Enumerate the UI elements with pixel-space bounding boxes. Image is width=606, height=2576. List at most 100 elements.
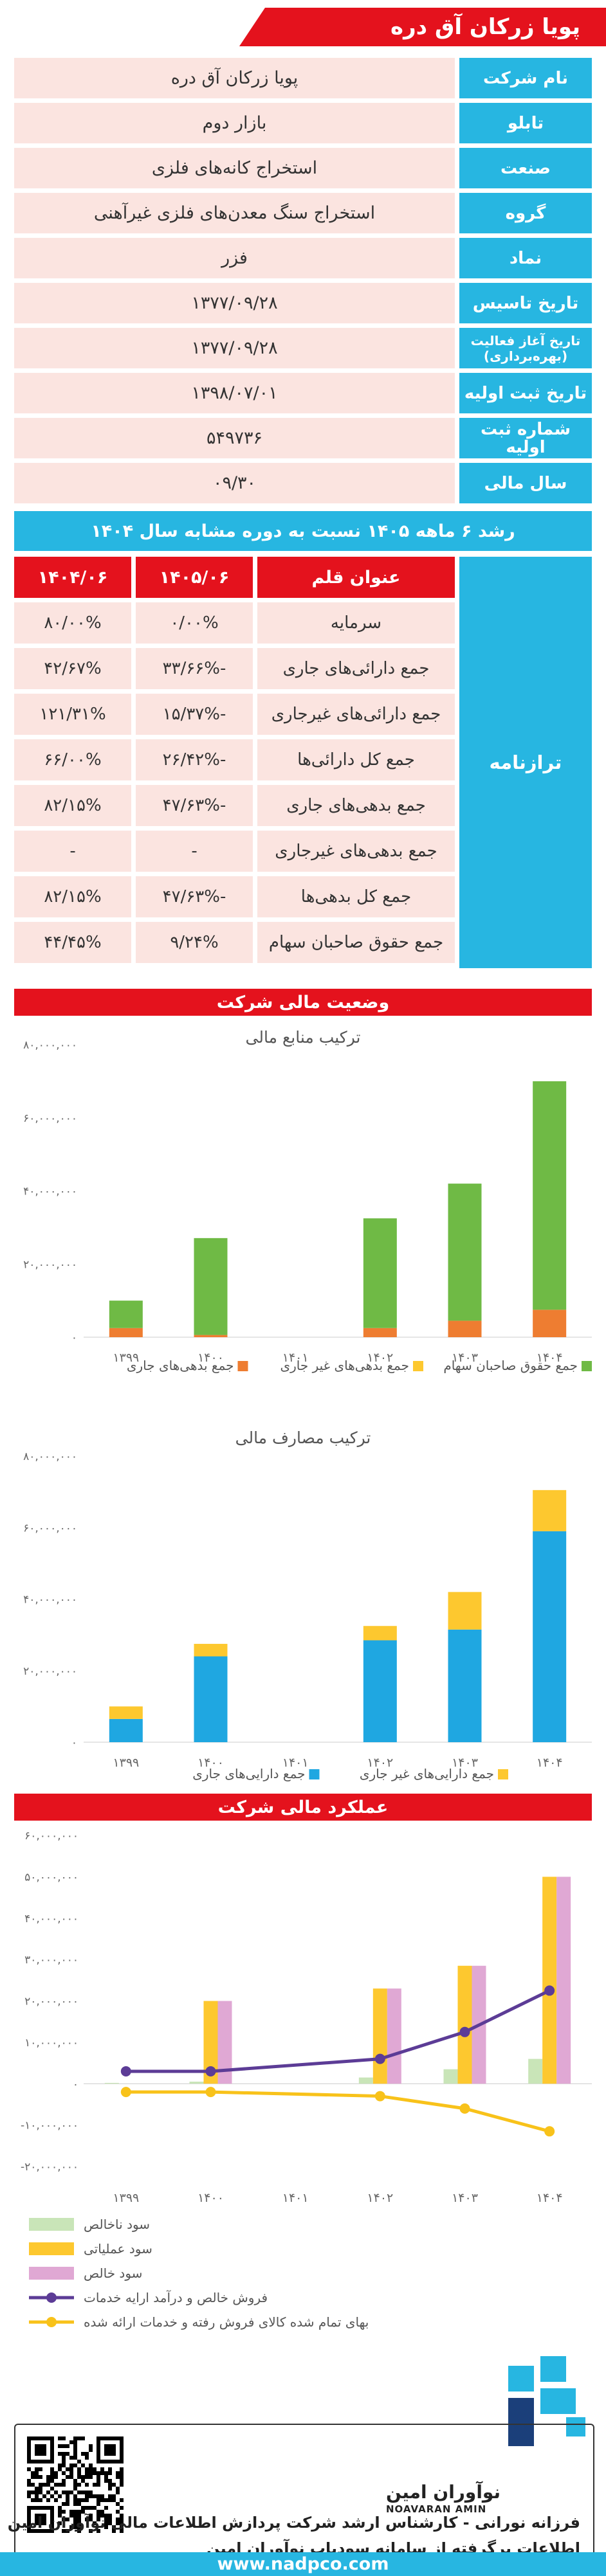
x-tick-label: ۱۴۰۲ (367, 2191, 393, 2205)
series-point (544, 2126, 555, 2137)
qr-module (50, 2475, 54, 2479)
qr-module (120, 2521, 124, 2525)
bar (189, 2082, 204, 2084)
qr-module (31, 2471, 35, 2475)
website-link[interactable]: www.nadpco.com (0, 2552, 606, 2576)
qr-module (108, 2479, 112, 2483)
qr-module (62, 2502, 66, 2506)
balance-row: جمع کل دارائی‌ها -۲۶/۴۲% ۶۶/۰۰% (14, 739, 455, 780)
x-tick-label: ۱۳۹۹ (113, 2191, 139, 2205)
qr-module (69, 2467, 73, 2471)
qr-module (39, 2483, 42, 2487)
qr-module (54, 2483, 58, 2487)
info-row: شماره ثبت اولیه ۵۴۹۷۳۶ (14, 418, 592, 458)
balance-row: جمع حقوق صاحبان سهام ۹/۲۴% ۴۴/۴۵% (14, 922, 455, 963)
qr-module (89, 2463, 93, 2467)
bar-segment (533, 1310, 567, 1337)
info-row: نام شرکت پویا زرکان آق دره (14, 58, 592, 98)
info-value: ۱۳۹۸/۰۷/۰۱ (14, 373, 455, 413)
qr-module (50, 2494, 54, 2498)
bar-segment (194, 1656, 228, 1742)
bar-segment (533, 1490, 567, 1531)
qr-module (50, 2487, 54, 2490)
balance-side-label: ترازنامه (459, 557, 592, 968)
brand-name-en: NOAVARAN AMIN (386, 2503, 487, 2515)
qr-module (81, 2510, 85, 2514)
info-row: صنعت استخراج کانه‌های فلزی (14, 148, 592, 188)
qr-module (73, 2452, 77, 2456)
bar (457, 1965, 472, 2084)
qr-module (58, 2506, 62, 2510)
qr-module (50, 2479, 54, 2483)
qr-module (85, 2467, 89, 2471)
info-value: استخراج کانه‌های فلزی (14, 148, 455, 188)
qr-module (89, 2471, 93, 2475)
qr-module (39, 2467, 42, 2471)
x-tick-label: ۱۴۰۴ (537, 1756, 563, 1770)
legend-label: سود خالص (84, 2265, 142, 2281)
bar-segment (109, 1301, 143, 1328)
qr-module (58, 2467, 62, 2471)
x-tick-label: ۱۴۰۳ (452, 1756, 478, 1770)
qr-module (93, 2467, 96, 2471)
y-tick-label: ۵۰,۰۰۰,۰۰۰ (24, 1871, 78, 1884)
qr-module (27, 2479, 31, 2483)
bar (542, 1877, 557, 2084)
bar-segment (448, 1592, 482, 1630)
qr-module (27, 2467, 31, 2471)
balance-header-row: عنوان قلم ۱۴۰۵/۰۶ ۱۴۰۴/۰۶ (14, 557, 455, 598)
qr-code-icon (27, 2436, 124, 2533)
y-tick-label: ۴۰,۰۰۰,۰۰۰ (24, 1913, 78, 1925)
bar (217, 2001, 232, 2084)
x-tick-label: ۱۴۰۰ (197, 1756, 224, 1770)
qr-module (77, 2502, 81, 2506)
qr-module (27, 2494, 31, 2498)
balance-value: - (136, 831, 253, 872)
y-tick-label: ۲۰,۰۰۰,۰۰۰ (23, 1258, 77, 1271)
qr-module (66, 2444, 69, 2448)
bar (358, 2077, 373, 2084)
bar-segment (363, 1218, 397, 1328)
qr-module (73, 2483, 77, 2487)
qr-module (120, 2529, 124, 2533)
qr-module (116, 2475, 120, 2479)
qr-module (112, 2483, 116, 2487)
legend-swatch (29, 2218, 74, 2231)
legend-swatch (582, 1361, 592, 1371)
bar-segment (109, 1718, 143, 1742)
y-tick-label: ۸۰,۰۰۰,۰۰۰ (23, 1450, 77, 1463)
balance-value: -۱۵/۳۷% (136, 694, 253, 735)
qr-module (35, 2471, 39, 2475)
balance-value: ۸۰/۰۰% (14, 602, 131, 644)
qr-module (54, 2498, 58, 2502)
balance-row: جمع بدهی‌های جاری -۴۷/۶۳% ۸۲/۱۵% (14, 785, 455, 826)
legend-marker (46, 2292, 57, 2303)
qr-module (31, 2483, 35, 2487)
qr-module (46, 2490, 50, 2494)
bar-segment (533, 1081, 567, 1310)
qr-module (69, 2463, 73, 2467)
info-row: تابلو بازار دوم (14, 103, 592, 143)
y-tick-label: ۴۰,۰۰۰,۰۰۰ (23, 1185, 77, 1198)
qr-module (62, 2510, 66, 2514)
qr-module (116, 2502, 120, 2506)
qr-module (66, 2494, 69, 2498)
series-point (120, 2087, 131, 2098)
bar (556, 1877, 571, 2084)
series-point (459, 2026, 470, 2037)
bar-segment (363, 1640, 397, 1742)
x-tick-label: ۱۴۰۱ (282, 1756, 309, 1770)
series-point (374, 2053, 385, 2064)
legend-label: سود عملیاتی (84, 2241, 152, 2256)
qr-module (116, 2471, 120, 2475)
qr-module (81, 2452, 85, 2456)
y-tick-label: ۶۰,۰۰۰,۰۰۰ (23, 1522, 77, 1535)
bar-segment (194, 1644, 228, 1657)
qr-module (77, 2510, 81, 2514)
qr-module (69, 2490, 73, 2494)
qr-module (62, 2452, 66, 2456)
qr-module (58, 2463, 62, 2467)
qr-module (35, 2475, 39, 2479)
qr-module (73, 2440, 77, 2444)
